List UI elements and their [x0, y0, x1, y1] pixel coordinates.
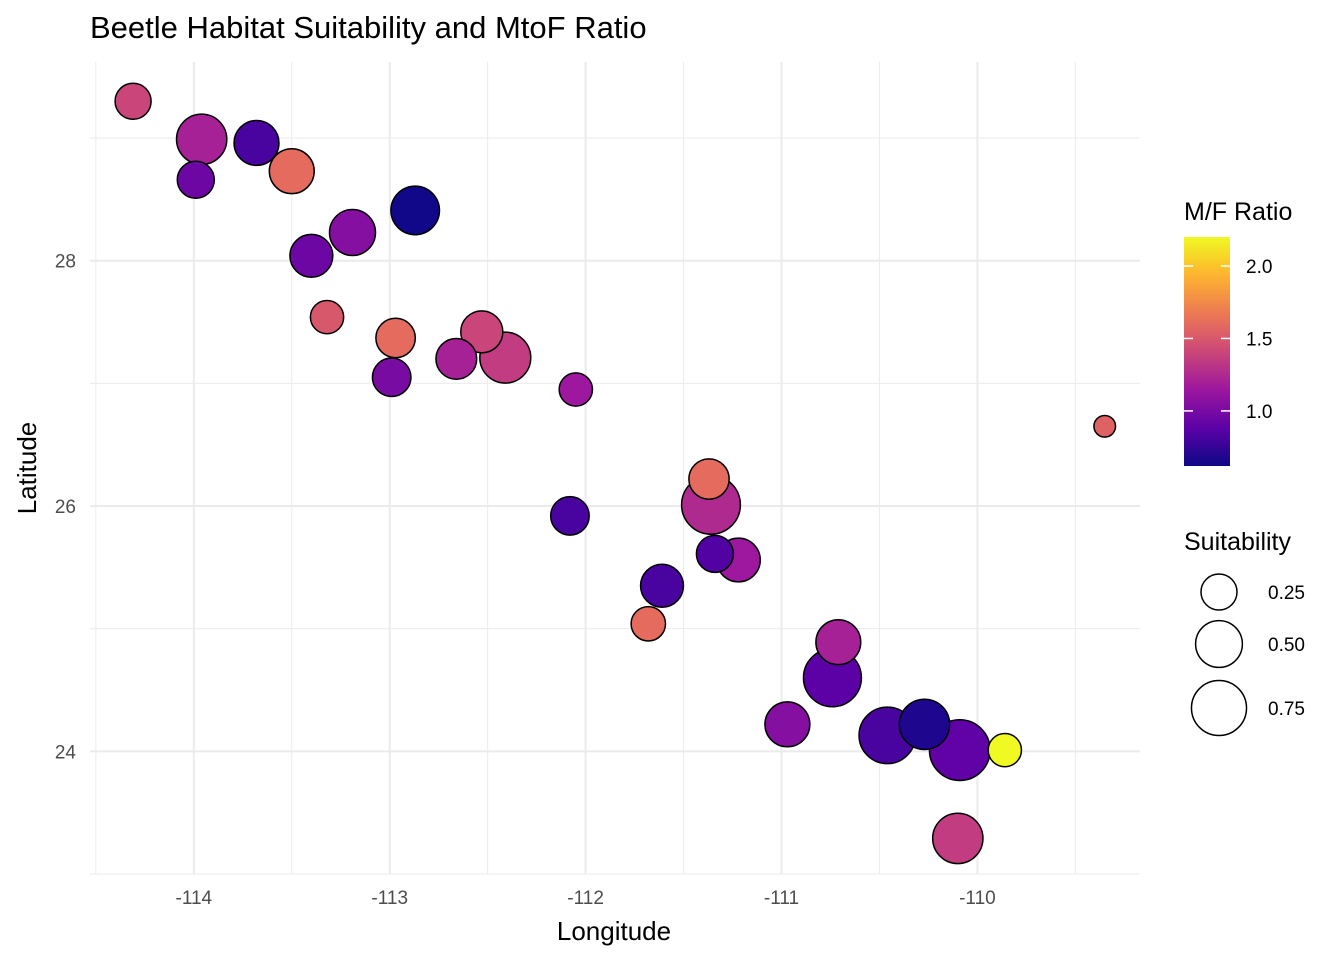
size-legend: Suitability 0.25 0.50 0.75 [1184, 528, 1305, 737]
size-legend-circle [1194, 619, 1244, 669]
size-legend-circle [1200, 573, 1238, 611]
data-point [175, 113, 228, 166]
y-axis-ticks: 24 26 28 [55, 252, 77, 764]
x-tick-label: -114 [176, 888, 213, 909]
data-point [114, 82, 152, 121]
x-tick-label: -111 [764, 888, 799, 909]
y-tick-label: 26 [55, 497, 76, 518]
y-tick-label: 28 [55, 252, 76, 273]
x-axis-title: Longitude [557, 916, 671, 946]
data-point [371, 357, 412, 398]
color-legend-title: M/F Ratio [1184, 198, 1292, 226]
data-points [114, 82, 1117, 865]
data-point [898, 698, 951, 751]
x-tick-label: -110 [959, 888, 996, 909]
color-bar-ticks: 1.0 1.5 2.0 [1184, 257, 1272, 423]
size-legend-label: 0.50 [1268, 635, 1305, 656]
color-bar-label: 1.5 [1246, 329, 1272, 350]
data-point [639, 563, 685, 608]
data-point [987, 732, 1023, 768]
y-tick-label: 24 [55, 742, 77, 763]
chart-title: Beetle Habitat Suitability and MtoF Rati… [90, 10, 647, 45]
x-axis-ticks: -114 -113 -112 -111 -110 [176, 888, 996, 909]
data-point [764, 701, 811, 748]
size-legend-label: 0.25 [1268, 583, 1305, 604]
data-point [630, 605, 667, 642]
size-legend-keys: 0.25 0.50 0.75 [1190, 573, 1305, 737]
data-point [309, 299, 345, 335]
data-point [1093, 414, 1117, 438]
data-point [695, 534, 735, 574]
x-tick-label: -112 [567, 888, 604, 909]
data-point [549, 495, 590, 536]
size-legend-title: Suitability [1184, 528, 1291, 556]
data-point [375, 317, 417, 359]
color-bar-label: 2.0 [1246, 257, 1272, 278]
y-axis-title: Latitude [12, 422, 42, 515]
data-point [233, 119, 280, 167]
data-point [815, 618, 862, 666]
color-legend: M/F Ratio 1.0 1.5 2.0 [1184, 198, 1292, 466]
data-point [390, 185, 441, 236]
data-point [688, 458, 730, 500]
size-legend-label: 0.75 [1268, 699, 1305, 720]
data-point [289, 233, 334, 278]
data-point [931, 812, 984, 865]
data-point [435, 337, 478, 380]
color-bar-label: 1.0 [1246, 402, 1272, 423]
size-legend-circle [1190, 679, 1248, 737]
data-point [328, 208, 377, 257]
color-bar [1184, 237, 1230, 466]
x-tick-label: -113 [371, 888, 408, 909]
data-point [268, 147, 315, 195]
data-point [176, 160, 216, 200]
data-point [558, 372, 594, 407]
plot-panel [90, 62, 1140, 875]
data-point [460, 310, 504, 354]
